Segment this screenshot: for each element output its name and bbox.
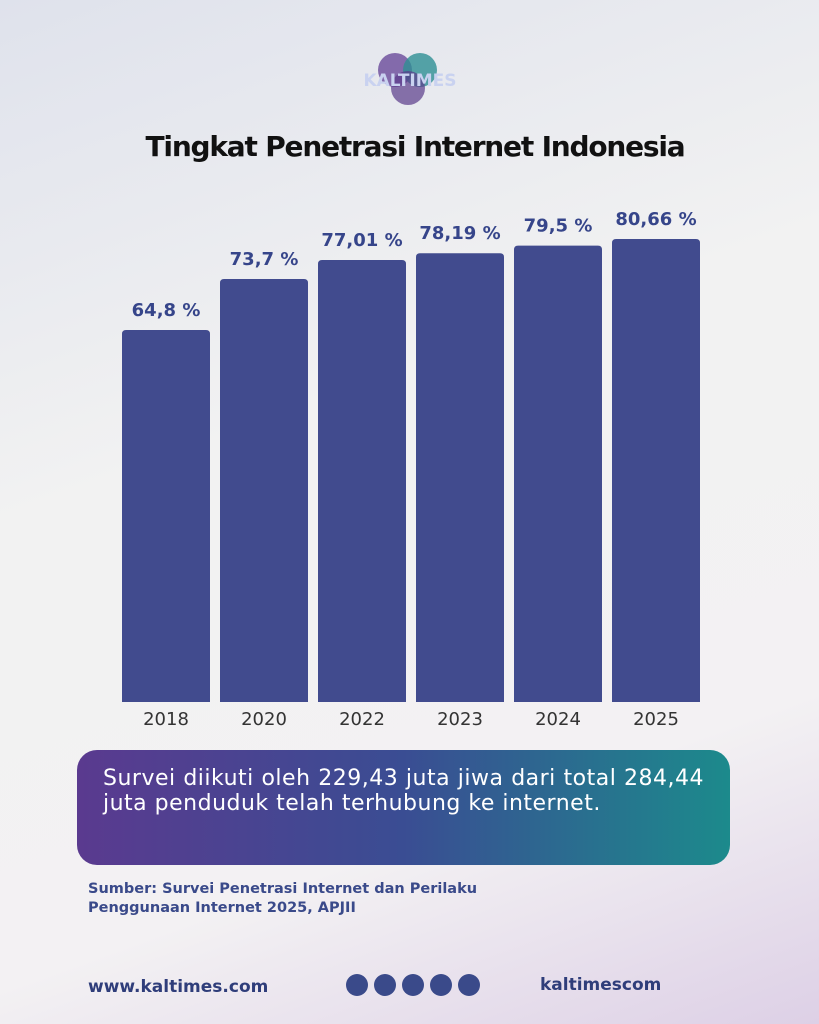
logo-text: KALTIMES [363, 71, 456, 91]
bar [514, 245, 602, 703]
value-label: 79,5 % [524, 216, 593, 237]
bar [416, 253, 504, 703]
source: Sumber: Survei Penetrasi Internet dan Pe… [88, 881, 478, 916]
website: www.kaltimes.com [88, 977, 268, 997]
x-tick-label: 2023 [437, 709, 483, 730]
bar [612, 239, 700, 702]
x-tick-label: 2025 [633, 709, 679, 730]
value-label: 80,66 % [615, 209, 696, 230]
description: Survei diikuti oleh 229,43 juta jiwa dar… [77, 750, 730, 865]
bar [318, 259, 406, 702]
chart-title: Tingkat Penetrasi Internet Indonesia [146, 130, 685, 163]
logo-shape [391, 71, 425, 105]
social-icons [346, 974, 480, 996]
x-tick-label: 2020 [241, 709, 287, 730]
value-label: 78,19 % [419, 223, 500, 244]
value-label: 77,01 % [321, 230, 402, 251]
bar [122, 330, 210, 702]
bar [220, 278, 308, 702]
x-tick-label: 2024 [535, 709, 581, 730]
x-tick-label: 2022 [339, 709, 385, 730]
value-label: 64,8 % [132, 300, 201, 321]
value-label: 73,7 % [230, 249, 299, 270]
handle: kaltimescom [540, 975, 661, 995]
x-tick-label: 2018 [143, 709, 189, 730]
